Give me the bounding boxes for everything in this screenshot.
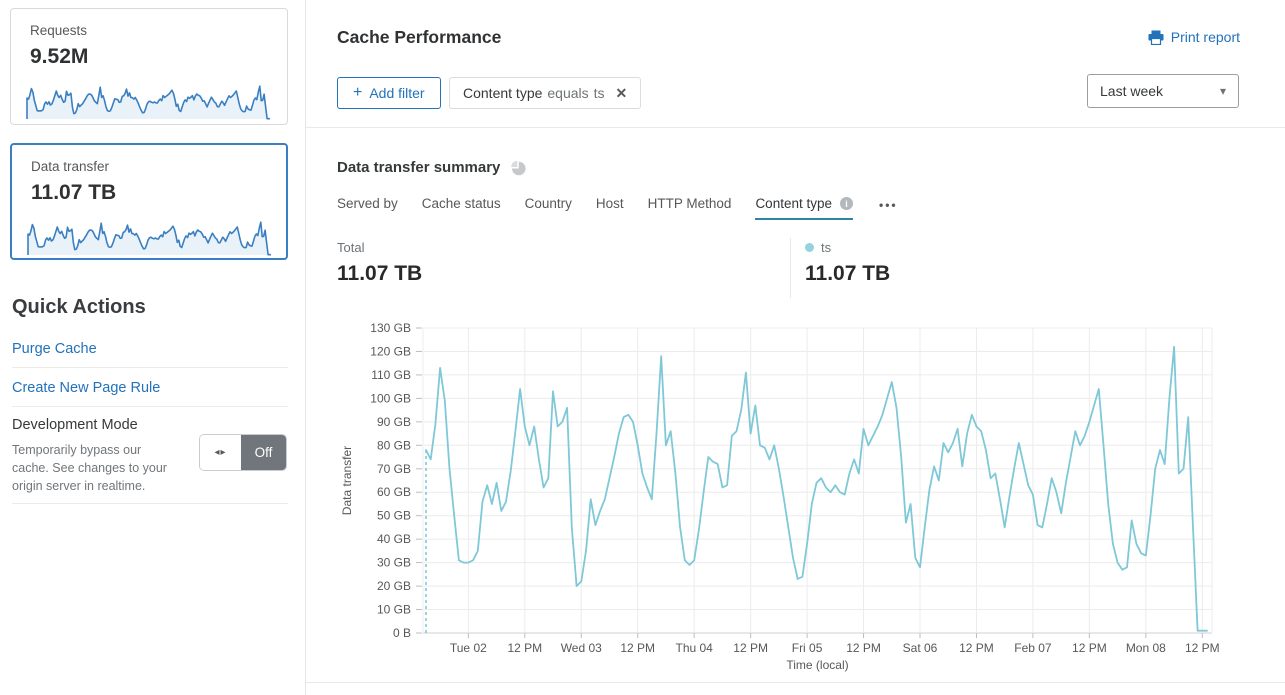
analytics-sidebar: Requests 9.52M Data transfer 11.07 TB Qu… xyxy=(0,0,306,695)
total-block: Total 11.07 TB xyxy=(337,240,422,286)
svg-text:70 GB: 70 GB xyxy=(377,462,411,476)
svg-text:80 GB: 80 GB xyxy=(377,438,411,452)
date-range-select[interactable]: Last week ▾ xyxy=(1087,74,1239,108)
requests-sparkline xyxy=(26,85,270,120)
print-report-label: Print report xyxy=(1170,29,1240,45)
divider xyxy=(12,406,288,407)
svg-text:100 GB: 100 GB xyxy=(370,391,411,405)
filter-operator: equals xyxy=(547,85,589,101)
svg-text:130 GB: 130 GB xyxy=(370,321,411,335)
svg-text:Wed 03: Wed 03 xyxy=(561,641,602,655)
filter-field: Content type xyxy=(463,85,543,101)
toggle-arrows-icon: ◂▸ xyxy=(200,435,241,470)
divider xyxy=(306,682,1285,683)
metric-value: 9.52M xyxy=(30,45,89,68)
svg-text:40 GB: 40 GB xyxy=(377,532,411,546)
svg-text:Thu 04: Thu 04 xyxy=(675,641,713,655)
data-transfer-sparkline xyxy=(27,221,271,256)
main-content: Cache Performance Print report + Add fil… xyxy=(306,0,1285,695)
total-value: 11.07 TB xyxy=(337,262,423,285)
tab-cache-status[interactable]: Cache status xyxy=(422,196,501,220)
tab-label: Cache status xyxy=(421,196,501,211)
tab-label: Served by xyxy=(337,196,398,211)
date-range-value: Last week xyxy=(1100,83,1164,99)
svg-text:50 GB: 50 GB xyxy=(377,509,411,523)
svg-text:12 PM: 12 PM xyxy=(959,641,994,655)
summary-title: Data transfer summary xyxy=(337,159,501,176)
svg-text:120 GB: 120 GB xyxy=(370,344,411,358)
svg-text:0 B: 0 B xyxy=(393,626,411,640)
development-mode-label: Development Mode xyxy=(12,417,138,433)
filter-value: ts xyxy=(593,85,605,101)
divider xyxy=(12,367,288,368)
svg-text:12 PM: 12 PM xyxy=(846,641,881,655)
tab-http-method[interactable]: HTTP Method xyxy=(648,196,732,220)
svg-text:12 PM: 12 PM xyxy=(1072,641,1107,655)
tab-label: Content type xyxy=(755,196,832,211)
total-label: Total xyxy=(337,240,365,255)
svg-text:Fri 05: Fri 05 xyxy=(792,641,823,655)
tab-country[interactable]: Country xyxy=(525,196,572,220)
development-mode-toggle[interactable]: ◂▸ Off xyxy=(199,434,287,471)
svg-text:10 GB: 10 GB xyxy=(377,603,411,617)
metric-card-requests[interactable]: Requests 9.52M xyxy=(10,8,288,125)
svg-text:Time (local): Time (local) xyxy=(786,658,848,672)
info-icon[interactable]: i xyxy=(840,197,853,210)
pie-chart-icon xyxy=(511,160,527,176)
divider xyxy=(306,127,1285,128)
metric-value: 11.07 TB xyxy=(31,181,117,204)
svg-text:60 GB: 60 GB xyxy=(377,485,411,499)
data-transfer-chart: 0 B 10 GB 20 GB 30 GB 40 GB 50 GB 60 GB 70 GB 80… xyxy=(335,316,1245,678)
svg-text:Mon 08: Mon 08 xyxy=(1126,641,1166,655)
tab-host[interactable]: Host xyxy=(596,196,624,220)
create-page-rule-link[interactable]: Create New Page Rule xyxy=(12,380,161,396)
svg-text:12 PM: 12 PM xyxy=(1185,641,1220,655)
legend-name: ts xyxy=(821,240,832,255)
svg-text:Sat 06: Sat 06 xyxy=(903,641,938,655)
divider xyxy=(790,238,791,298)
metric-card-data-transfer[interactable]: Data transfer 11.07 TB xyxy=(10,143,288,260)
svg-text:110 GB: 110 GB xyxy=(371,368,411,382)
toggle-state-label: Off xyxy=(241,435,286,470)
divider xyxy=(12,503,288,504)
purge-cache-link[interactable]: Purge Cache xyxy=(12,341,97,357)
svg-text:20 GB: 20 GB xyxy=(377,579,411,593)
print-report-link[interactable]: Print report xyxy=(1148,29,1240,45)
tab-label: Country xyxy=(524,196,572,211)
svg-text:30 GB: 30 GB xyxy=(377,556,411,570)
add-filter-button[interactable]: + Add filter xyxy=(337,77,441,109)
svg-text:12 PM: 12 PM xyxy=(733,641,768,655)
printer-icon xyxy=(1148,30,1164,45)
metric-label: Data transfer xyxy=(31,159,110,174)
tab-content-type[interactable]: Content type i xyxy=(755,196,853,220)
chevron-down-icon: ▾ xyxy=(1219,84,1226,98)
svg-text:Tue 02: Tue 02 xyxy=(450,641,487,655)
remove-filter-icon[interactable]: ✕ xyxy=(615,84,628,101)
legend-value: 11.07 TB xyxy=(805,262,891,285)
legend-item-ts[interactable]: ts 11.07 TB xyxy=(805,240,890,286)
svg-text:12 PM: 12 PM xyxy=(507,641,542,655)
page-title: Cache Performance xyxy=(337,27,502,47)
svg-text:12 PM: 12 PM xyxy=(620,641,655,655)
legend-dot xyxy=(805,243,814,252)
add-filter-label: Add filter xyxy=(369,85,425,101)
quick-actions-title: Quick Actions xyxy=(12,296,146,318)
tab-label: HTTP Method xyxy=(647,196,732,211)
development-mode-description: Temporarily bypass our cache. See change… xyxy=(12,443,167,493)
svg-text:Feb 07: Feb 07 xyxy=(1014,641,1052,655)
more-tabs-button[interactable]: ••• xyxy=(879,198,898,212)
plus-icon: + xyxy=(353,84,363,101)
svg-text:90 GB: 90 GB xyxy=(377,415,411,429)
tab-served-by[interactable]: Served by xyxy=(337,196,398,220)
summary-tabs: Served by Cache status Country Host HTTP Met… xyxy=(337,196,898,220)
filter-chip[interactable]: Content type equals ts ✕ xyxy=(449,77,642,109)
tab-label: Host xyxy=(595,196,624,211)
svg-text:Data transfer: Data transfer xyxy=(340,446,354,515)
metric-label: Requests xyxy=(30,23,88,38)
